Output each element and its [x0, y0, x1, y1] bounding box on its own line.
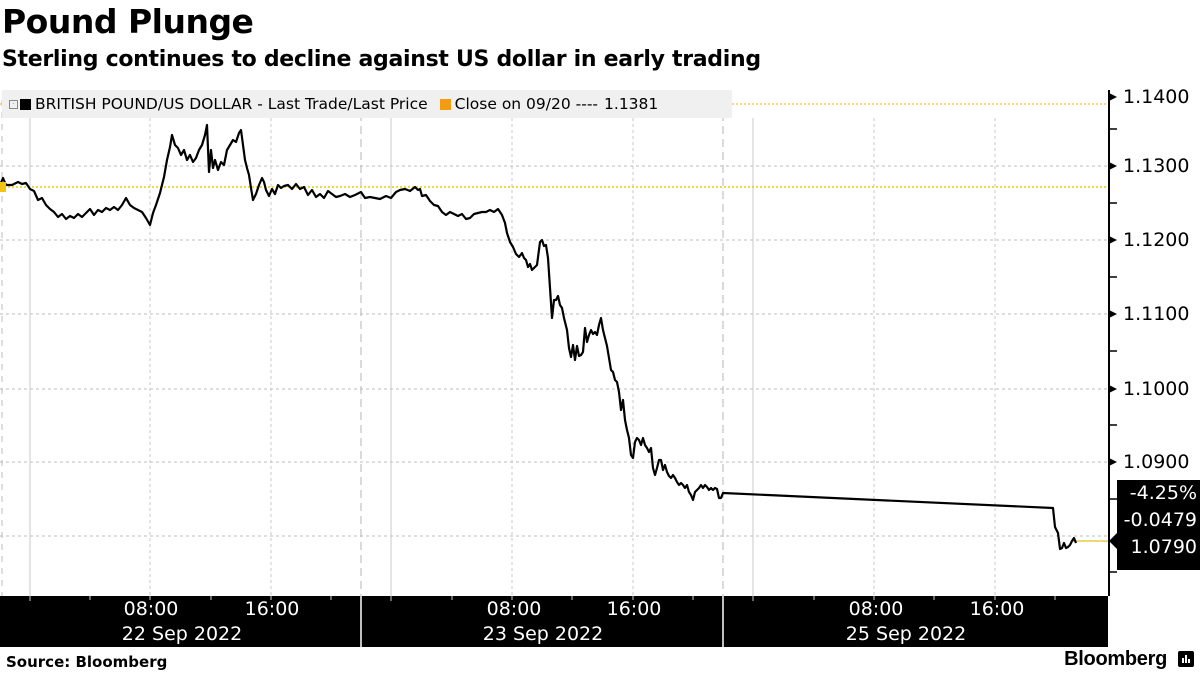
x-time-label: 08:00	[848, 598, 904, 620]
x-time-label: 08:00	[123, 598, 179, 620]
x-time-label: 16:00	[606, 598, 662, 620]
last-value-badge: -4.25% -0.0479 1.0790	[1117, 480, 1200, 570]
abs-change: -0.0479	[1123, 509, 1197, 531]
x-time-label: 16:00	[969, 598, 1025, 620]
x-time-label: 08:00	[486, 598, 542, 620]
legend-label: Close on 09/20 ----	[454, 95, 599, 113]
chart-title: Pound Plunge	[2, 2, 254, 41]
y-tick-label: 1.1000	[1123, 378, 1190, 400]
y-tick-label: 1.1200	[1123, 229, 1190, 251]
x-date-label: 23 Sep 2022	[482, 623, 604, 645]
chart-subtitle: Sterling continues to decline against US…	[2, 47, 761, 72]
legend-item-close[interactable]: Close on 09/20 ---- 1.1381	[439, 95, 659, 113]
gbpusd-price-line	[0, 123, 1078, 551]
x-date-label: 22 Sep 2022	[121, 623, 243, 645]
last-price: 1.0790	[1130, 536, 1197, 558]
horizontal-gridlines	[0, 165, 1108, 537]
legend-item-gbpusd[interactable]: BRITISH POUND/US DOLLAR - Last Trade/Las…	[20, 95, 428, 113]
vertical-gridlines	[29, 118, 754, 596]
source-note: Source: Bloomberg	[6, 653, 168, 671]
x-date-label: 25 Sep 2022	[845, 623, 967, 645]
x-time-label: 16:00	[244, 598, 300, 620]
x-axis-band	[0, 596, 1108, 647]
legend-swatch-black-icon	[20, 98, 31, 110]
pct-change: -4.25%	[1129, 482, 1197, 504]
badge-pointer	[1109, 532, 1118, 550]
legend-swatch-orange-icon	[439, 98, 451, 110]
legend-label: BRITISH POUND/US DOLLAR - Last Trade/Las…	[35, 95, 428, 113]
y-tick-label: 1.1400	[1123, 86, 1190, 108]
legend-collapse-icon[interactable]: -	[9, 99, 18, 109]
bloomberg-logo-text: Bloomberg	[1064, 648, 1167, 670]
start-marker	[0, 182, 6, 192]
y-tick-label: 1.1100	[1123, 303, 1190, 325]
y-tick-label: 1.1300	[1123, 155, 1190, 177]
bloomberg-chart-icon	[1178, 651, 1194, 667]
y-tick-label: 1.0900	[1123, 451, 1190, 473]
legend-value: 1.1381	[604, 95, 659, 113]
chart-legend: - BRITISH POUND/US DOLLAR - Last Trade/L…	[2, 90, 732, 118]
